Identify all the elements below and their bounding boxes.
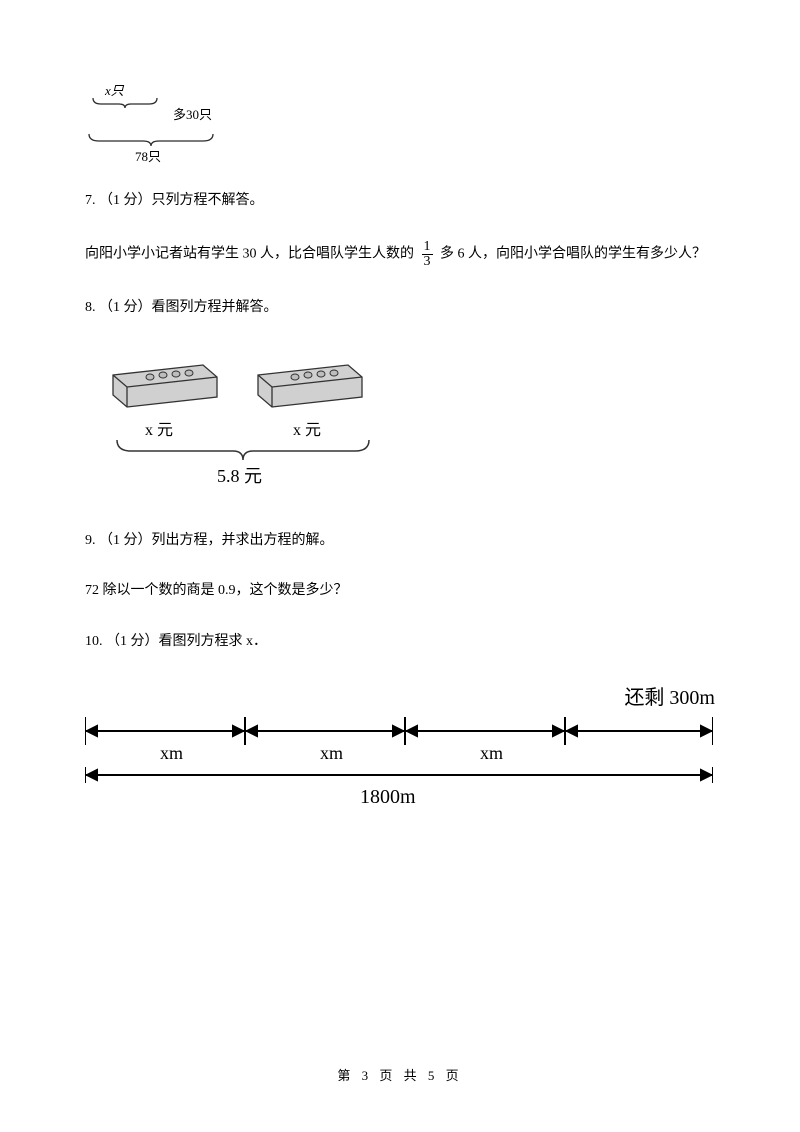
pencil-box-2: [250, 355, 370, 410]
q9-body: 72 除以一个数的商是 0.9，这个数是多少？: [85, 580, 715, 602]
q7-text-a: 向阳小学小记者站有学生 30 人，比合唱队学生人数的: [85, 247, 414, 262]
diag2-x-label-2: x 元: [293, 416, 321, 440]
diagram-2-pencil-boxes: x 元 x 元 5.8 元: [105, 350, 395, 500]
fraction-one-third: 1 3: [422, 240, 433, 269]
diag2-x-label-1: x 元: [145, 416, 173, 440]
q7-body: 向阳小学小记者站有学生 30 人，比合唱队学生人数的 1 3 多 6 人，向阳小…: [85, 240, 715, 269]
fraction-denominator: 3: [422, 255, 433, 269]
diag3-remain-label: 还剩 300m: [624, 681, 715, 710]
q10-heading: 10. （1 分）看图列方程求 x．: [85, 631, 715, 653]
diagram-1-chicken-brackets: x只 多30只 78只: [85, 80, 225, 170]
diag3-xm-label-3: xm: [480, 743, 503, 764]
diag3-total-label: 1800m: [360, 786, 416, 809]
diag3-total-ruler: [85, 766, 713, 784]
diag2-sum-bracket: [113, 438, 373, 465]
diag1-total-label: 78只: [135, 146, 161, 165]
diag3-xm-label-2: xm: [320, 743, 343, 764]
diag2-total-label: 5.8 元: [217, 462, 262, 488]
page-footer: 第 3 页 共 5 页: [0, 1065, 800, 1084]
fraction-numerator: 1: [422, 240, 433, 255]
diag1-more-label: 多30只: [173, 104, 212, 123]
diagram-3-distance-ruler: 还剩 300m: [85, 681, 715, 816]
q7-text-b: 多 6 人，向阳小学合唱队的学生有多少人？: [440, 247, 706, 262]
diag1-top-bracket: [91, 96, 159, 113]
pencil-box-1: [105, 355, 225, 410]
q8-heading: 8. （1 分）看图列方程并解答。: [85, 297, 715, 319]
q7-heading: 7. （1 分）只列方程不解答。: [85, 190, 715, 212]
q9-heading: 9. （1 分）列出方程，并求出方程的解。: [85, 530, 715, 552]
diag3-xm-label-1: xm: [160, 743, 183, 764]
